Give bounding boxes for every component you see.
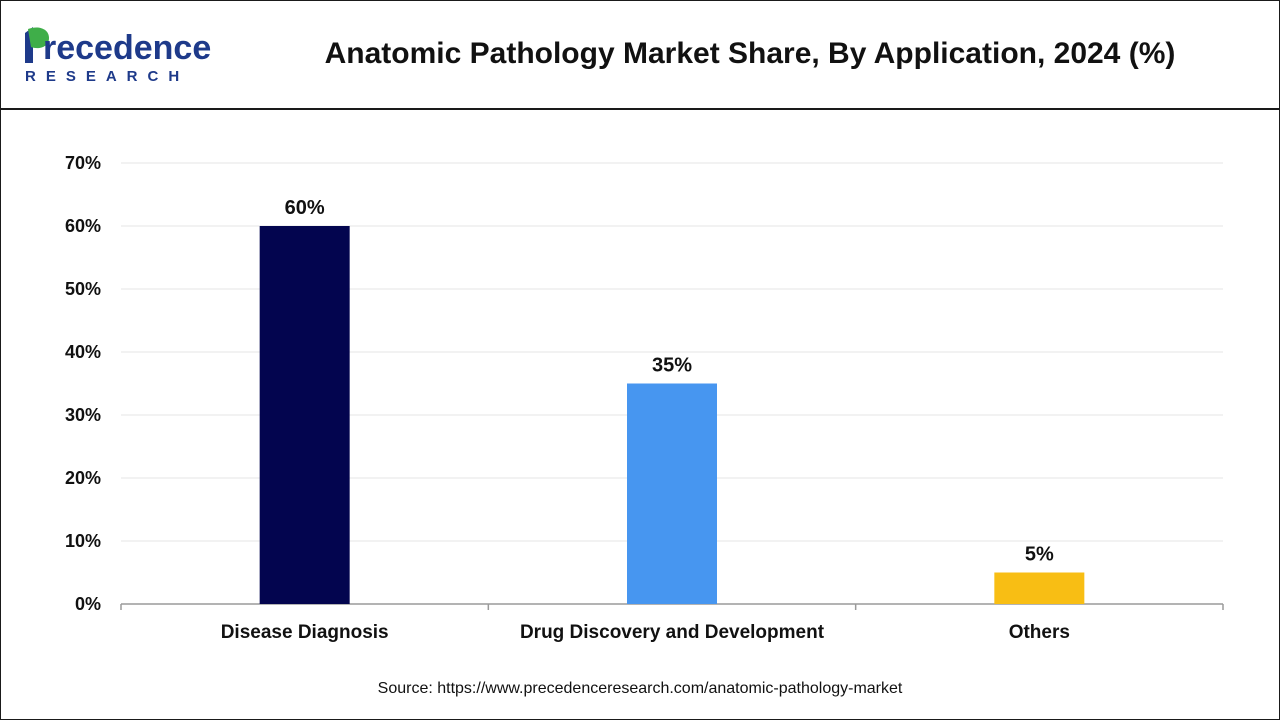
y-tick-label: 30%: [65, 405, 101, 425]
bar-value-label: 60%: [285, 197, 325, 219]
bar: [627, 383, 717, 604]
x-category-label: Others: [1009, 622, 1070, 643]
chart-title: Anatomic Pathology Market Share, By Appl…: [324, 37, 1176, 70]
svg-text:recedence: recedence: [43, 29, 211, 67]
y-tick-label: 60%: [65, 216, 101, 236]
y-tick-label: 50%: [65, 279, 101, 299]
bar: [994, 572, 1085, 604]
x-category-label: Drug Discovery and Development: [520, 622, 825, 643]
y-tick-label: 0%: [75, 594, 101, 614]
bar: [259, 226, 350, 604]
bar-value-label: 5%: [1025, 544, 1054, 566]
y-tick-label: 10%: [65, 531, 101, 551]
y-tick-label: 40%: [65, 342, 101, 362]
bar-value-label: 35%: [652, 355, 692, 377]
x-category-label: Disease Diagnosis: [221, 622, 389, 643]
svg-text:RESEARCH: RESEARCH: [25, 68, 189, 85]
precedence-research-logo: recedence RESEARCH: [25, 27, 211, 85]
source-note: Source: https://www.precedenceresearch.c…: [377, 680, 903, 697]
header: recedence RESEARCH Anatomic Pathology Ma…: [1, 1, 1279, 110]
y-tick-label: 70%: [65, 153, 101, 173]
y-tick-label: 20%: [65, 468, 101, 488]
